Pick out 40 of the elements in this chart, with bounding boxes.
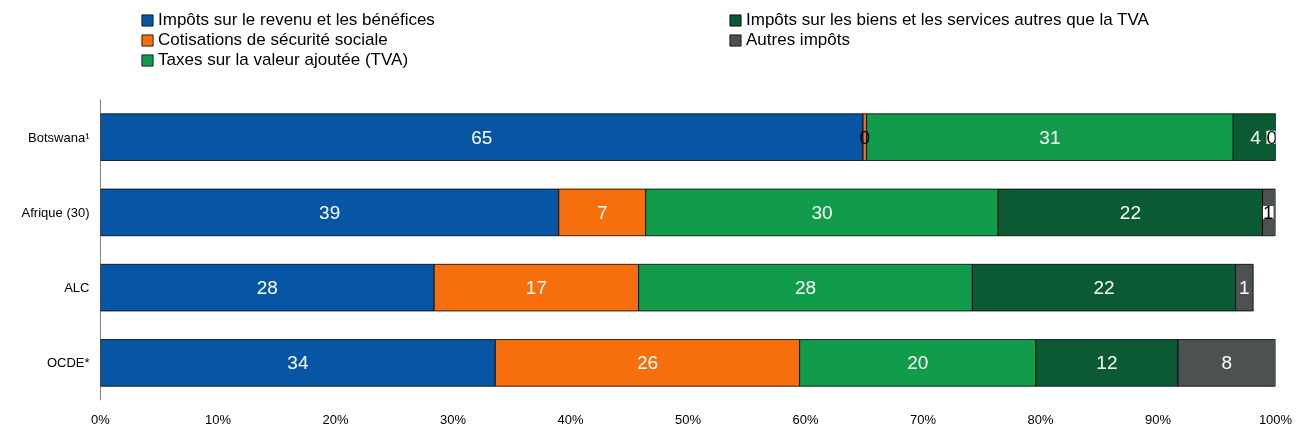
y-tick-label: OCDE* bbox=[46, 355, 90, 371]
data-label: 17 bbox=[525, 277, 547, 299]
x-tick-label: 100% bbox=[1258, 411, 1293, 427]
data-label: 1 bbox=[1239, 277, 1250, 299]
data-label: 7 bbox=[596, 201, 608, 223]
data-label: 34 bbox=[287, 352, 309, 374]
data-label: 12 bbox=[1096, 352, 1118, 374]
data-label: 26 bbox=[636, 352, 659, 374]
data-label: 0 bbox=[1266, 126, 1278, 148]
x-tick-label: 80% bbox=[1027, 411, 1054, 427]
y-tick-label: Afrique (30) bbox=[21, 204, 90, 220]
x-tick-label: 90% bbox=[1144, 411, 1172, 427]
data-label: 8 bbox=[1221, 352, 1233, 374]
x-tick-label: 0% bbox=[91, 411, 111, 427]
legend-label: Impôts sur le revenu et les bénéfices bbox=[158, 10, 436, 30]
data-label: 20 bbox=[907, 352, 929, 374]
y-tick-label: Botswana¹ bbox=[28, 129, 91, 145]
x-tick-label: 10% bbox=[204, 411, 232, 427]
y-tick-label: ALC bbox=[64, 280, 90, 296]
x-tick-label: 20% bbox=[322, 411, 349, 427]
data-label: 39 bbox=[319, 201, 341, 223]
data-label: 65 bbox=[471, 126, 493, 148]
x-tick-label: 60% bbox=[792, 411, 819, 427]
legend-label: Autres impôts bbox=[746, 30, 851, 50]
data-label: 22 bbox=[1119, 201, 1141, 223]
data-label: 1 bbox=[1262, 201, 1274, 223]
x-tick-label: 70% bbox=[909, 411, 937, 427]
data-label: 0 bbox=[859, 126, 871, 148]
data-label: 28 bbox=[794, 277, 817, 299]
legend-label: Cotisations de sécurité sociale bbox=[158, 30, 389, 50]
x-tick-label: 30% bbox=[439, 411, 467, 427]
data-label: 31 bbox=[1039, 126, 1061, 148]
data-label: 28 bbox=[256, 277, 278, 299]
data-label: 22 bbox=[1093, 277, 1115, 299]
legend-label: Impôts sur les biens et les services autres que la TVA bbox=[746, 10, 1150, 30]
legend-label: Taxes sur la valeur ajoutée (TVA) bbox=[158, 50, 410, 70]
data-label: 4 bbox=[1250, 126, 1262, 148]
data-label: 30 bbox=[811, 201, 833, 223]
x-tick-label: 40% bbox=[557, 411, 584, 427]
x-tick-label: 50% bbox=[674, 411, 702, 427]
